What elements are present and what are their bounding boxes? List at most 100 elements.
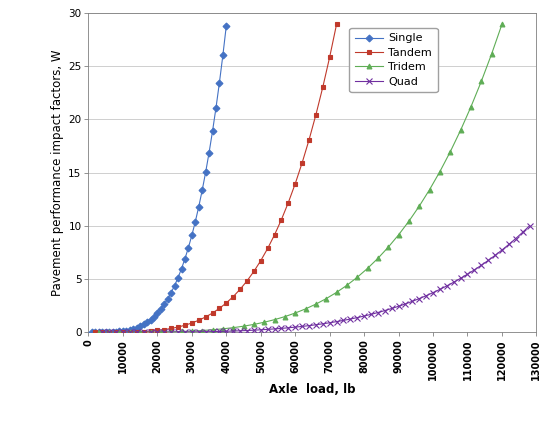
Tandem bbox=[99, 330, 106, 335]
Tridem bbox=[385, 245, 392, 250]
Single bbox=[150, 314, 157, 319]
Single bbox=[119, 328, 126, 334]
Tridem bbox=[168, 329, 175, 334]
Tridem bbox=[116, 330, 123, 335]
Tridem bbox=[499, 22, 505, 27]
Tandem bbox=[299, 160, 305, 165]
Tandem bbox=[244, 279, 251, 284]
Tridem bbox=[374, 256, 381, 261]
Single bbox=[133, 325, 140, 330]
Line: Tridem: Tridem bbox=[96, 22, 504, 335]
Tandem bbox=[216, 306, 223, 311]
Tridem bbox=[478, 79, 484, 84]
Tridem bbox=[251, 322, 257, 327]
Single bbox=[88, 330, 95, 335]
Single bbox=[140, 322, 147, 327]
Tridem bbox=[106, 330, 112, 335]
Tandem bbox=[333, 22, 340, 27]
Tridem bbox=[323, 296, 330, 301]
Single bbox=[189, 233, 195, 238]
Tridem bbox=[333, 290, 340, 295]
Tandem bbox=[127, 329, 133, 334]
Single bbox=[99, 330, 106, 335]
Single bbox=[164, 296, 171, 301]
Tridem bbox=[178, 329, 185, 334]
Single bbox=[96, 330, 102, 335]
Tridem bbox=[354, 275, 361, 280]
Legend: Single, Tandem, Tridem, Quad: Single, Tandem, Tridem, Quad bbox=[349, 28, 437, 92]
Single bbox=[116, 329, 123, 334]
Tandem bbox=[140, 329, 147, 334]
Tandem bbox=[168, 326, 175, 331]
Line: Tandem: Tandem bbox=[93, 22, 339, 335]
Tridem bbox=[395, 232, 402, 237]
Tridem bbox=[405, 219, 412, 224]
Tridem bbox=[230, 325, 237, 330]
Single bbox=[161, 302, 168, 307]
Tandem bbox=[271, 232, 278, 237]
Line: Quad: Quad bbox=[100, 223, 533, 335]
Single bbox=[92, 330, 98, 335]
Tandem bbox=[264, 246, 271, 251]
Tandem bbox=[237, 287, 243, 292]
Tridem bbox=[158, 329, 164, 334]
Tridem bbox=[199, 328, 206, 333]
Single bbox=[130, 326, 137, 331]
Tandem bbox=[285, 200, 291, 205]
Tandem bbox=[195, 318, 202, 323]
Tandem bbox=[133, 329, 140, 334]
Single bbox=[147, 317, 154, 322]
Single bbox=[181, 256, 188, 261]
Single bbox=[216, 80, 223, 85]
X-axis label: Axle  load, lb: Axle load, lb bbox=[269, 383, 356, 395]
Tridem bbox=[457, 128, 464, 133]
Tridem bbox=[343, 283, 350, 288]
Tridem bbox=[96, 330, 102, 335]
Line: Single: Single bbox=[90, 23, 229, 335]
Tandem bbox=[181, 322, 188, 328]
Single bbox=[113, 329, 119, 334]
Quad bbox=[519, 230, 526, 235]
Quad bbox=[299, 324, 305, 329]
Tandem bbox=[320, 85, 326, 90]
Tridem bbox=[426, 187, 433, 192]
Single bbox=[175, 275, 181, 280]
Tridem bbox=[240, 324, 247, 329]
Quad bbox=[99, 330, 106, 335]
Quad bbox=[216, 329, 223, 334]
Single bbox=[195, 204, 202, 209]
Single bbox=[106, 330, 112, 335]
Tandem bbox=[92, 330, 98, 335]
Tridem bbox=[220, 326, 226, 331]
Tandem bbox=[251, 269, 257, 274]
Single bbox=[168, 290, 175, 295]
Single bbox=[178, 266, 185, 271]
Single bbox=[220, 53, 226, 58]
Tridem bbox=[468, 104, 474, 109]
Tandem bbox=[202, 314, 209, 320]
Tridem bbox=[437, 169, 444, 174]
Tandem bbox=[278, 217, 285, 222]
Single bbox=[202, 170, 209, 175]
Single bbox=[158, 306, 164, 311]
Single bbox=[185, 245, 192, 250]
Tridem bbox=[137, 330, 143, 335]
Single bbox=[223, 23, 229, 29]
Tridem bbox=[271, 317, 278, 322]
Tandem bbox=[223, 300, 229, 305]
Quad bbox=[230, 328, 237, 334]
Tandem bbox=[326, 55, 333, 60]
Quad bbox=[526, 223, 533, 228]
Tridem bbox=[281, 314, 288, 319]
Tandem bbox=[106, 330, 112, 335]
Tridem bbox=[302, 306, 309, 311]
Single bbox=[206, 150, 212, 155]
Tridem bbox=[209, 327, 216, 332]
Tandem bbox=[258, 258, 264, 263]
Single bbox=[144, 320, 150, 325]
Single bbox=[123, 328, 130, 333]
Tandem bbox=[113, 330, 119, 335]
Tridem bbox=[447, 149, 453, 154]
Tandem bbox=[312, 112, 319, 117]
Single bbox=[137, 324, 143, 329]
